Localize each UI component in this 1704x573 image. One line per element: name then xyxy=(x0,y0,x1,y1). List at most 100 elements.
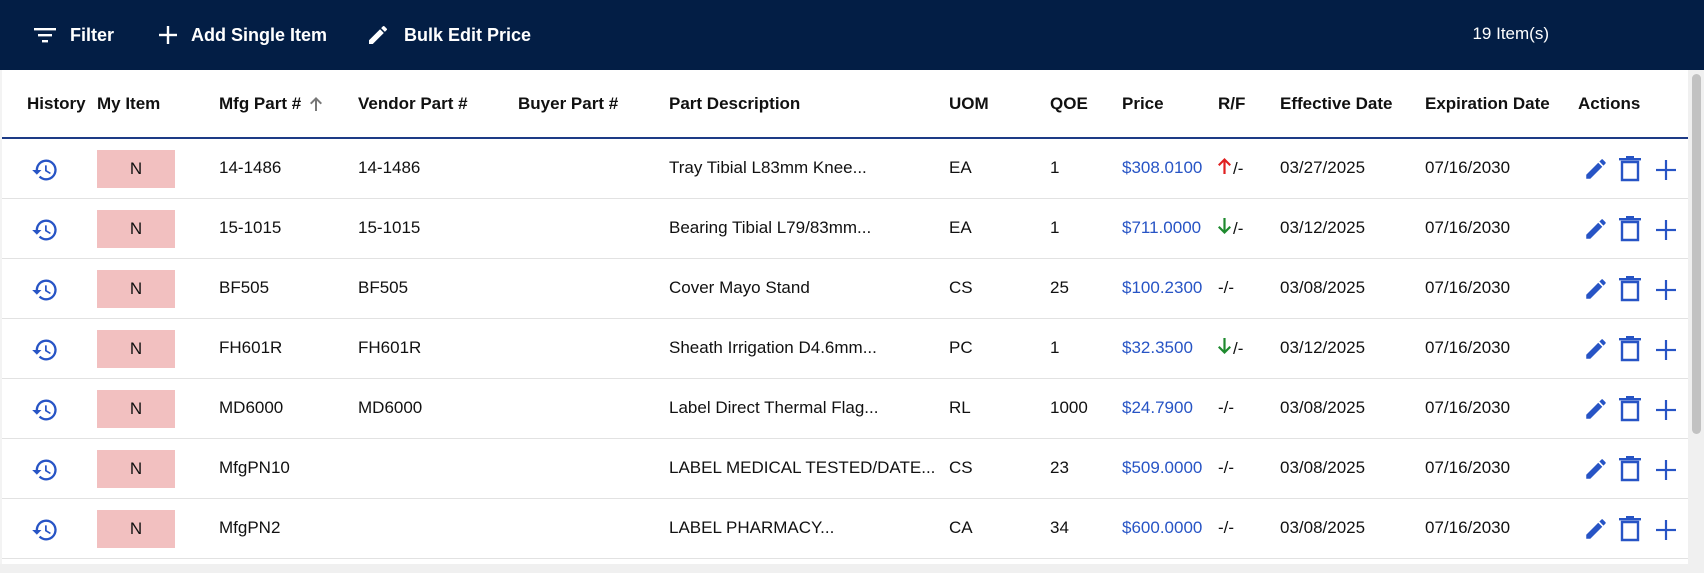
vertical-scrollbar[interactable] xyxy=(1688,70,1704,564)
delete-button[interactable] xyxy=(1619,276,1641,307)
uom-cell: CS xyxy=(949,278,973,297)
history-button[interactable] xyxy=(30,276,60,309)
history-button[interactable] xyxy=(30,396,60,429)
column-header-expiration-date[interactable]: Expiration Date xyxy=(1425,94,1550,113)
edit-button[interactable] xyxy=(1583,456,1609,487)
delete-button[interactable] xyxy=(1619,156,1641,187)
price-link[interactable]: $600.0000 xyxy=(1122,518,1203,537)
add-single-item-button[interactable]: Add Single Item xyxy=(159,0,327,70)
pencil-icon xyxy=(369,25,388,44)
row-add-button[interactable] xyxy=(1656,216,1676,247)
filter-button[interactable]: Filter xyxy=(34,0,114,70)
history-icon xyxy=(32,459,57,481)
my-item-badge[interactable]: N xyxy=(97,450,175,488)
edit-button[interactable] xyxy=(1583,156,1609,187)
edit-icon xyxy=(1586,159,1606,179)
my-item-badge[interactable]: N xyxy=(97,510,175,548)
my-item-badge[interactable]: N xyxy=(97,270,175,308)
rf-cell: -/- xyxy=(1218,458,1234,478)
rf-cell: /- xyxy=(1218,218,1243,239)
filter-icon xyxy=(34,28,56,43)
delete-button[interactable] xyxy=(1619,516,1641,547)
history-button[interactable] xyxy=(30,336,60,369)
uom-cell: EA xyxy=(949,158,972,177)
history-button[interactable] xyxy=(30,516,60,549)
row-add-button[interactable] xyxy=(1656,396,1676,427)
table-row: N FH601R FH601R Sheath Irrigation D4.6mm… xyxy=(2,319,1688,379)
row-add-button[interactable] xyxy=(1656,516,1676,547)
column-header-uom[interactable]: UOM xyxy=(949,94,989,113)
table-row: N 15-1015 15-1015 Bearing Tibial L79/83m… xyxy=(2,199,1688,259)
expiration-date-cell: 07/16/2030 xyxy=(1425,278,1511,297)
filter-label: Filter xyxy=(70,24,115,45)
my-item-badge[interactable]: N xyxy=(97,150,175,188)
price-link[interactable]: $24.7900 xyxy=(1122,398,1193,417)
plus-icon xyxy=(159,26,177,44)
uom-cell: CA xyxy=(949,518,973,537)
scrollbar-thumb[interactable] xyxy=(1692,74,1701,434)
description-cell: Sheath Irrigation D4.6mm... xyxy=(669,338,877,357)
plus-icon xyxy=(1656,460,1676,480)
row-add-button[interactable] xyxy=(1656,156,1676,187)
edit-button[interactable] xyxy=(1583,276,1609,307)
expiration-date-cell: 07/16/2030 xyxy=(1425,518,1511,537)
column-header-qoe[interactable]: QOE xyxy=(1050,94,1088,113)
edit-icon xyxy=(1586,219,1606,239)
sort-up-icon xyxy=(310,97,323,111)
delete-button[interactable] xyxy=(1619,336,1641,367)
trash-icon xyxy=(1619,156,1641,182)
uom-cell: PC xyxy=(949,338,973,357)
price-link[interactable]: $711.0000 xyxy=(1122,218,1202,237)
delete-button[interactable] xyxy=(1619,456,1641,487)
add-single-item-label: Add Single Item xyxy=(191,24,328,45)
vendor-part-cell: 15-1015 xyxy=(358,218,421,237)
bulk-edit-price-button[interactable]: Bulk Edit Price xyxy=(366,0,531,70)
price-link[interactable]: $509.0000 xyxy=(1122,458,1203,477)
edit-icon xyxy=(1586,519,1606,539)
column-header-my-item[interactable]: My Item xyxy=(97,94,161,113)
row-add-button[interactable] xyxy=(1656,276,1676,307)
column-header-mfg-part[interactable]: Mfg Part # xyxy=(219,94,323,114)
edit-button[interactable] xyxy=(1583,396,1609,427)
history-icon xyxy=(32,339,57,361)
rf-value: /- xyxy=(1233,218,1244,238)
history-button[interactable] xyxy=(30,156,60,189)
price-link[interactable]: $32.3500 xyxy=(1122,338,1193,357)
expiration-date-cell: 07/16/2030 xyxy=(1425,338,1511,357)
vendor-part-cell: BF505 xyxy=(358,278,409,297)
column-header-vendor-part[interactable]: Vendor Part # xyxy=(358,94,468,113)
uom-cell: RL xyxy=(949,398,971,417)
column-header-history: History xyxy=(27,94,86,113)
history-icon xyxy=(32,519,57,541)
column-header-price[interactable]: Price xyxy=(1122,94,1164,113)
price-link[interactable]: $100.2300 xyxy=(1122,278,1203,297)
my-item-badge[interactable]: N xyxy=(97,390,175,428)
edit-button[interactable] xyxy=(1583,516,1609,547)
rf-cell: /- xyxy=(1218,338,1243,359)
edit-button[interactable] xyxy=(1583,216,1609,247)
row-add-button[interactable] xyxy=(1656,336,1676,367)
column-header-rf[interactable]: R/F xyxy=(1218,94,1246,113)
mfg-part-cell: MfgPN2 xyxy=(219,518,281,537)
history-button[interactable] xyxy=(30,216,60,249)
rf-value: -/- xyxy=(1218,278,1235,297)
column-header-effective-date[interactable]: Effective Date xyxy=(1280,94,1393,113)
my-item-badge[interactable]: N xyxy=(97,330,175,368)
price-link[interactable]: $308.0100 xyxy=(1122,158,1203,177)
effective-date-cell: 03/08/2025 xyxy=(1280,278,1366,297)
column-header-description[interactable]: Part Description xyxy=(669,94,801,113)
qoe-cell: 25 xyxy=(1050,278,1069,297)
edit-icon xyxy=(1586,459,1606,479)
column-header-buyer-part[interactable]: Buyer Part # xyxy=(518,94,619,113)
history-button[interactable] xyxy=(30,456,60,489)
delete-button[interactable] xyxy=(1619,396,1641,427)
expiration-date-cell: 07/16/2030 xyxy=(1425,158,1511,177)
row-add-button[interactable] xyxy=(1656,456,1676,487)
delete-button[interactable] xyxy=(1619,216,1641,247)
rf-value: /- xyxy=(1233,158,1244,178)
edit-button[interactable] xyxy=(1583,336,1609,367)
effective-date-cell: 03/08/2025 xyxy=(1280,458,1366,477)
my-item-badge[interactable]: N xyxy=(97,210,175,248)
plus-icon xyxy=(1656,160,1676,180)
